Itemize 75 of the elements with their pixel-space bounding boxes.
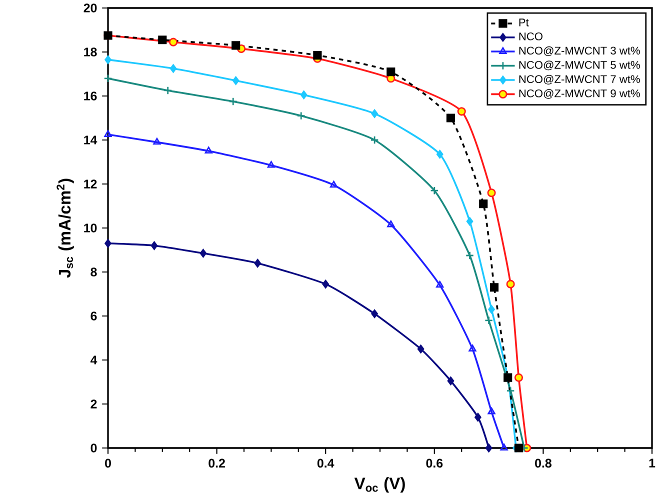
- point: [457, 107, 466, 116]
- y-tick-label: 4: [90, 356, 98, 364]
- point: [370, 136, 379, 144]
- point: [487, 188, 496, 198]
- legend-label: NCO@Z-MWCNT 7 wt%: [519, 74, 640, 84]
- point: [232, 76, 240, 85]
- legend-label: NCO@Z-MWCNT 9 wt%: [519, 89, 640, 99]
- point: [104, 239, 112, 248]
- point: [474, 412, 482, 422]
- y-axis-title: J$_{sc}$ (mA/cm$^{2}$): [56, 178, 74, 278]
- y-tick-label: 16: [84, 92, 97, 100]
- point: [500, 444, 508, 450]
- point: [313, 51, 322, 60]
- point: [387, 220, 395, 228]
- point: [447, 376, 454, 386]
- point: [479, 200, 488, 208]
- point: [386, 68, 396, 76]
- point: [468, 344, 476, 352]
- x-tick-label: 0: [105, 458, 111, 468]
- point: [436, 150, 444, 159]
- x-tick-label: 0.8: [535, 458, 552, 468]
- point: [164, 86, 172, 95]
- point: [200, 249, 207, 258]
- x-tick-label: 0.2: [208, 458, 225, 468]
- y-tick-label: 0: [90, 444, 97, 452]
- point: [150, 241, 158, 250]
- point: [488, 407, 496, 414]
- point: [104, 55, 112, 64]
- y-tick-label: 2: [90, 400, 97, 408]
- y-tick-label: 10: [84, 224, 97, 232]
- point: [232, 41, 240, 50]
- point: [446, 114, 456, 122]
- x-tick-label: 0.6: [426, 458, 443, 468]
- legend-label: NCO@Z-MWCNT 5 wt%: [519, 60, 640, 70]
- point: [153, 138, 161, 145]
- point: [466, 217, 474, 226]
- point: [330, 180, 338, 188]
- point: [267, 161, 276, 168]
- x-tick-label: 0.4: [317, 458, 334, 468]
- point: [170, 64, 177, 73]
- point: [228, 97, 238, 106]
- y-tick-label: 18: [84, 48, 97, 56]
- legend-label: Pt: [519, 18, 529, 26]
- point: [506, 280, 515, 288]
- point: [204, 146, 212, 154]
- point: [417, 344, 424, 354]
- point: [104, 74, 112, 83]
- point: [465, 251, 474, 260]
- point: [322, 280, 329, 288]
- point: [514, 444, 524, 452]
- point: [488, 305, 495, 314]
- point: [506, 386, 515, 396]
- point: [168, 38, 178, 46]
- point: [514, 373, 524, 382]
- legend-label: NCO@Z-MWCNT 3 wt%: [519, 46, 640, 56]
- point: [254, 258, 261, 268]
- y-tick-label: 6: [90, 312, 97, 320]
- point: [485, 444, 492, 452]
- legend-label: NCO: [519, 32, 542, 40]
- x-axis-title: V$_{oc}$ (V): [354, 477, 405, 493]
- point: [430, 186, 439, 195]
- point: [436, 280, 444, 288]
- y-tick-label: 20: [84, 4, 97, 12]
- y-tick-label: 12: [84, 180, 97, 188]
- point: [490, 283, 499, 292]
- point: [371, 310, 378, 318]
- point: [296, 112, 306, 120]
- y-tick-label: 8: [90, 268, 97, 276]
- point: [158, 36, 167, 44]
- x-tick-label: 1: [649, 458, 656, 468]
- point: [484, 316, 494, 325]
- point: [300, 90, 308, 100]
- point: [104, 130, 112, 137]
- y-tick-label: 14: [84, 136, 98, 144]
- point: [371, 109, 378, 118]
